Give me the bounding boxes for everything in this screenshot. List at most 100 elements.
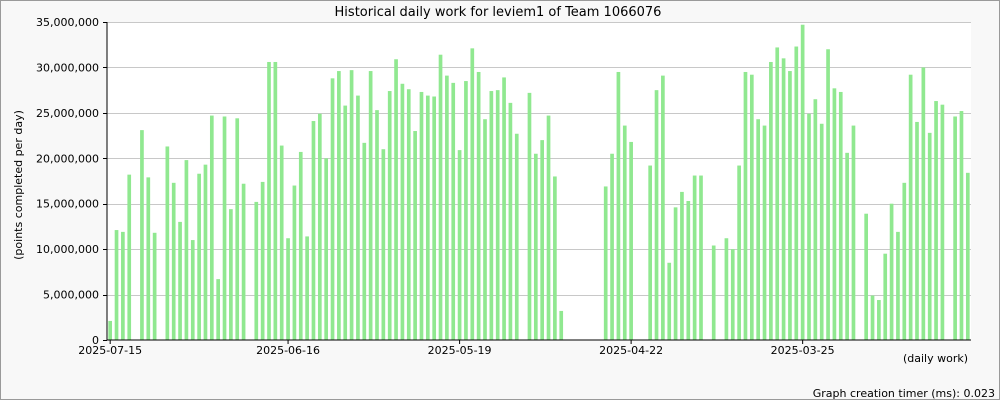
y-tick-label: 25,000,000 — [36, 107, 99, 120]
bar — [813, 99, 818, 340]
bar — [673, 207, 678, 340]
bar — [533, 153, 538, 340]
bar — [610, 153, 614, 340]
bar — [229, 209, 233, 340]
bar — [711, 245, 716, 340]
bar — [152, 232, 157, 340]
bar — [699, 175, 703, 340]
bar — [483, 119, 487, 340]
bar — [762, 125, 767, 340]
bar — [317, 113, 322, 341]
bar — [495, 90, 500, 340]
bar — [692, 175, 697, 340]
bar — [737, 165, 741, 340]
bar — [273, 61, 278, 340]
bar — [927, 132, 932, 340]
bar — [940, 104, 945, 341]
bar — [356, 95, 360, 340]
bar — [648, 165, 653, 340]
bar — [362, 142, 367, 340]
bar — [419, 91, 424, 341]
bar — [190, 240, 195, 340]
bar — [826, 49, 830, 340]
bar — [680, 191, 684, 340]
bar — [794, 46, 799, 340]
bar — [171, 182, 176, 340]
bar — [432, 96, 437, 340]
bar — [502, 77, 506, 341]
axes — [106, 22, 971, 341]
bar — [451, 82, 456, 341]
bar — [489, 91, 494, 340]
bar — [387, 91, 392, 340]
bar — [457, 150, 462, 340]
chart-title: Historical daily work for leviem1 of Tea… — [335, 5, 662, 20]
bar — [851, 125, 856, 340]
x-axis-label: (daily work) — [903, 352, 968, 365]
bar — [178, 221, 182, 340]
bar — [559, 310, 564, 340]
bar — [953, 116, 957, 341]
bar — [527, 92, 532, 341]
bar — [140, 130, 144, 340]
bar — [807, 113, 811, 341]
bar — [375, 110, 379, 340]
bar — [832, 88, 837, 340]
bar — [279, 145, 284, 340]
bar — [349, 70, 354, 341]
bar — [819, 123, 824, 340]
y-tick-label: 15,000,000 — [36, 198, 99, 211]
x-tick-label: 2025-06-16 — [256, 344, 320, 357]
bar — [769, 61, 773, 340]
bar — [965, 172, 970, 340]
bar — [870, 295, 875, 340]
bar — [330, 78, 335, 340]
bar — [438, 54, 443, 341]
bar — [394, 59, 398, 340]
bar — [241, 183, 246, 340]
y-tick-label: 5,000,000 — [43, 289, 99, 302]
bar — [756, 119, 761, 340]
bar — [514, 133, 519, 340]
y-tick-label: 10,000,000 — [36, 243, 99, 256]
y-tick-label: 30,000,000 — [36, 61, 99, 74]
bar — [654, 90, 659, 340]
bar — [908, 74, 913, 340]
bar — [203, 164, 208, 340]
bar — [921, 67, 926, 341]
bar — [292, 185, 297, 340]
bar — [959, 111, 964, 340]
bar — [127, 174, 132, 340]
bar — [254, 201, 259, 340]
bar — [546, 115, 551, 340]
bar — [476, 71, 481, 340]
bar — [311, 121, 316, 340]
bar — [470, 48, 475, 340]
bar — [838, 91, 843, 341]
bar — [775, 47, 780, 340]
bar — [889, 203, 894, 340]
bar — [743, 71, 748, 340]
bar — [877, 300, 881, 340]
bar — [337, 71, 341, 340]
bar — [286, 238, 290, 340]
bar — [445, 75, 449, 341]
bar — [934, 101, 938, 340]
bar — [108, 320, 113, 340]
bar — [267, 61, 271, 340]
bar — [508, 102, 513, 340]
bar — [464, 81, 468, 340]
bar — [114, 230, 119, 340]
y-axis-label: (points completed per day) — [12, 110, 25, 260]
bar — [622, 125, 627, 340]
bar — [222, 116, 227, 341]
bar — [788, 71, 792, 340]
bar — [667, 262, 672, 340]
bar — [845, 152, 849, 340]
x-tick-label: 2025-05-19 — [428, 344, 492, 357]
bar — [324, 158, 329, 340]
x-tick-label: 2025-07-15 — [78, 344, 142, 357]
bar — [800, 24, 805, 340]
y-tick-label: 20,000,000 — [36, 152, 99, 165]
